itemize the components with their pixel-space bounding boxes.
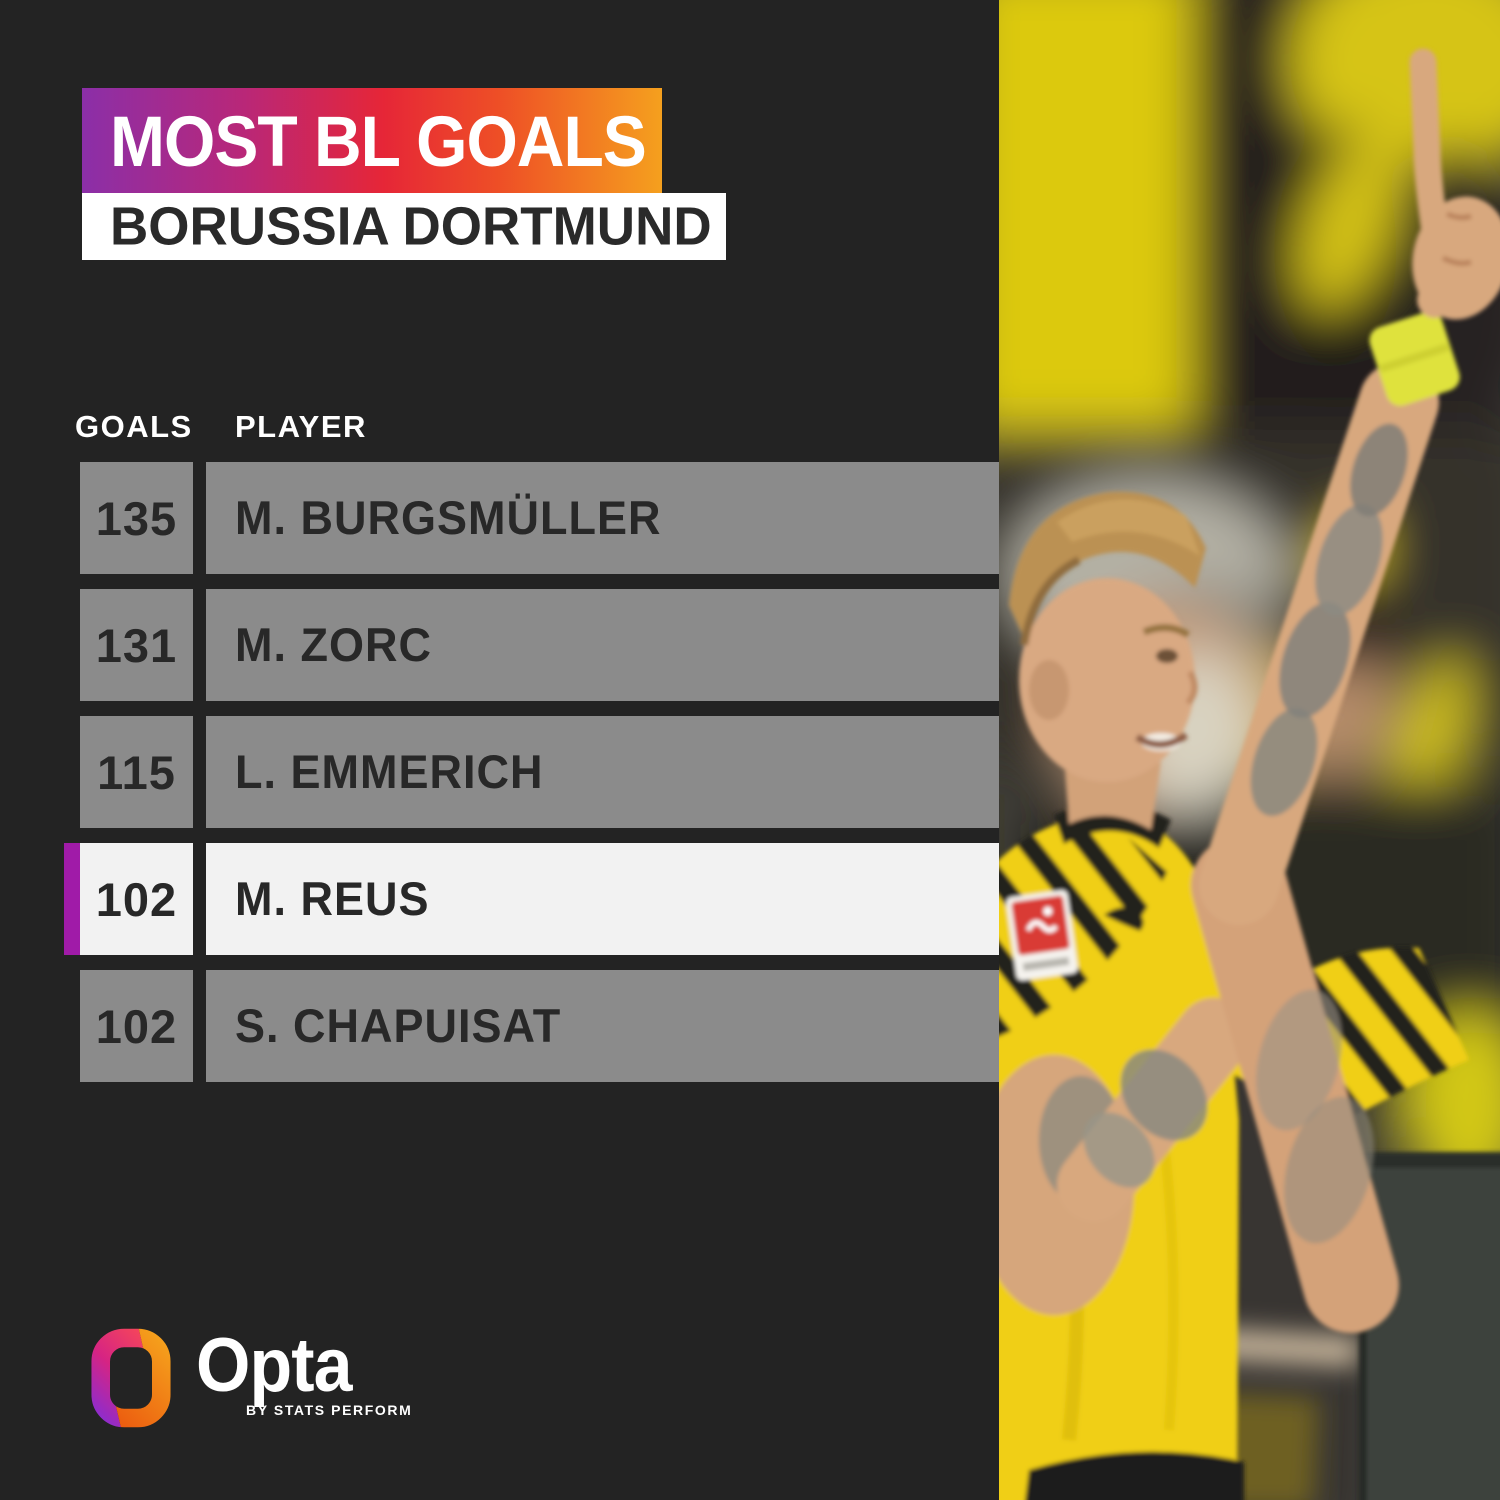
goals-cell: 102 (80, 843, 193, 955)
page-title: MOST BL GOALS (110, 100, 647, 181)
player-name: M. REUS (235, 871, 430, 926)
goals-value: 135 (95, 491, 178, 545)
brand-footer: Opta BY STATS PERFORM (90, 1323, 456, 1430)
table-row: 131 M. ZORC (64, 589, 999, 701)
player-name: M. BURGSMÜLLER (235, 490, 662, 545)
goals-cell: 102 (80, 970, 193, 1082)
table-row: 115 L. EMMERICH (64, 716, 999, 828)
player-photo (999, 0, 1500, 1500)
title-banner: MOST BL GOALS (82, 88, 662, 193)
player-name: M. ZORC (235, 617, 432, 672)
goals-column-header: GOALS (64, 409, 206, 445)
player-header-label: PLAYER (235, 409, 367, 444)
player-cell: M. BURGSMÜLLER (206, 462, 999, 574)
goals-header-label: GOALS (75, 409, 193, 444)
highlight-accent-bar (64, 716, 80, 828)
table-header: GOALS PLAYER (64, 409, 999, 445)
player-cell: M. ZORC (206, 589, 999, 701)
table-row: 102 S. CHAPUISAT (64, 970, 999, 1082)
player-name: L. EMMERICH (235, 744, 544, 799)
goals-value: 102 (95, 872, 178, 926)
brand-byline: BY STATS PERFORM (246, 1402, 413, 1418)
subtitle-banner: BORUSSIA DORTMUND (82, 193, 726, 260)
goals-value: 131 (95, 618, 178, 672)
player-cell: L. EMMERICH (206, 716, 999, 828)
goals-table: GOALS PLAYER 135 M. BURGSMÜLLER 131 M. Z… (64, 409, 999, 1097)
opta-logo-icon (91, 1328, 171, 1428)
player-name: S. CHAPUISAT (235, 998, 562, 1053)
highlight-accent-bar (64, 970, 80, 1082)
highlight-accent-bar (64, 462, 80, 574)
player-cell: M. REUS (206, 843, 999, 955)
player-column-header: PLAYER (206, 409, 999, 445)
highlight-accent-bar (64, 589, 80, 701)
goals-cell: 115 (80, 716, 193, 828)
brand-name: Opta (196, 1323, 353, 1408)
page-subtitle: BORUSSIA DORTMUND (110, 196, 712, 257)
goals-cell: 135 (80, 462, 193, 574)
goals-cell: 131 (80, 589, 193, 701)
player-cell: S. CHAPUISAT (206, 970, 999, 1082)
table-row-highlighted: 102 M. REUS (64, 843, 999, 955)
goals-value: 115 (97, 745, 176, 799)
table-row: 135 M. BURGSMÜLLER (64, 462, 999, 574)
goals-value: 102 (95, 999, 178, 1053)
brand-text: Opta BY STATS PERFORM (196, 1323, 456, 1430)
highlight-accent-bar (64, 843, 80, 955)
